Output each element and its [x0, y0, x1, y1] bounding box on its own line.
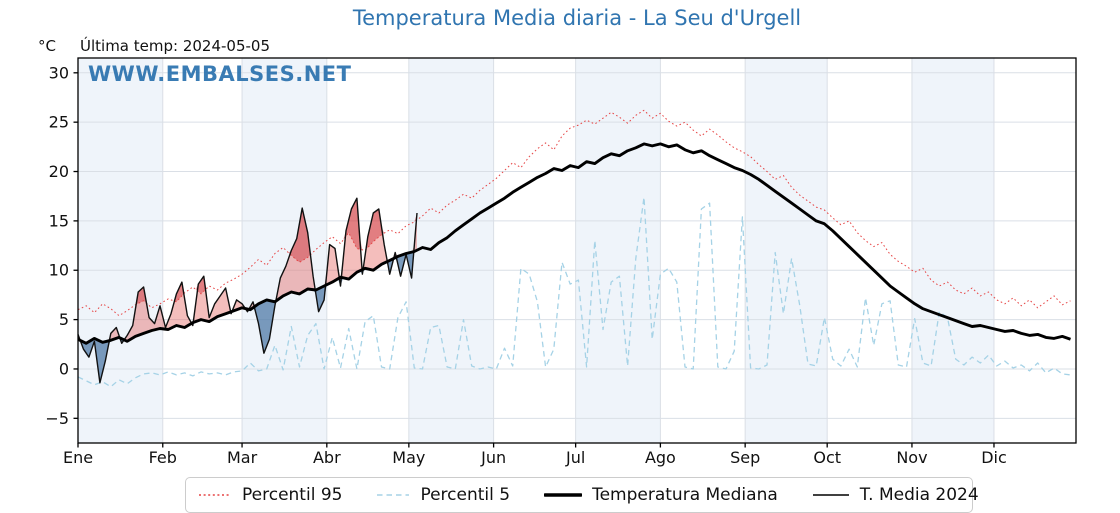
x-tick-label: Nov	[896, 448, 927, 467]
percentil-95-line	[77, 109, 1071, 317]
x-tick-label: Ene	[63, 448, 93, 467]
legend-item-temperatura-mediana: Temperatura Mediana	[544, 485, 778, 505]
mediana-line-icon	[544, 493, 583, 497]
legend-label: T. Media 2024	[859, 485, 979, 505]
temperatura-mediana-line	[77, 142, 1071, 345]
plot-area: −5 0 5 10 15 20 25 30 Ene Feb Mar Abr May Jun Jul Ago Se…	[45, 57, 1077, 467]
legend-item-percentil-95: Percentil 95	[198, 485, 342, 505]
y-tick-label: 15	[49, 211, 69, 230]
x-tick-label: Ago	[645, 448, 676, 467]
y-tick-label: 25	[49, 113, 69, 132]
x-tick-label: Feb	[149, 448, 177, 467]
x-tick-label: Jul	[565, 448, 585, 467]
y-tick-label: 20	[49, 162, 69, 181]
y-axis-unit-label: °C	[38, 37, 56, 55]
last-temp-subtitle: Última temp: 2024-05-05	[80, 37, 271, 55]
legend-item-t-media-2024: T. Media 2024	[812, 485, 979, 505]
x-tick-label: Abr	[313, 448, 341, 467]
t-media-2024-line	[77, 197, 418, 384]
month-band	[242, 58, 327, 443]
y-tick-label: −5	[45, 409, 69, 428]
percentil-95-line-icon	[199, 494, 231, 496]
percentil-5-line-icon	[377, 494, 410, 496]
x-tick-label: Mar	[227, 448, 258, 467]
legend-item-percentil-5: Percentil 5	[376, 485, 510, 505]
y-tick-label: 30	[49, 63, 69, 82]
month-band	[911, 58, 994, 443]
x-tick-label: Dic	[981, 448, 1007, 467]
month-band	[745, 58, 828, 443]
legend: Percentil 95 Percentil 5 Temperatura Med…	[185, 477, 979, 513]
legend-label: Temperatura Mediana	[592, 485, 778, 505]
legend-label: Percentil 5	[420, 485, 511, 505]
x-tick-label: Sep	[730, 448, 760, 467]
t-media-2024-line-icon	[812, 494, 849, 496]
legend-label: Percentil 95	[242, 485, 343, 505]
fill-above-mediana	[78, 198, 417, 344]
y-tick-label: 0	[59, 359, 69, 378]
watermark: WWW.EMBALSES.NET	[88, 62, 352, 86]
month-band	[408, 58, 494, 443]
y-tick-label: 10	[49, 261, 69, 280]
month-band	[78, 58, 163, 443]
plot-frame	[77, 57, 1077, 444]
y-tick-label: 5	[59, 310, 69, 329]
x-tick-label: Jun	[480, 448, 506, 467]
x-tick-label: May	[392, 448, 425, 467]
chart-title: Temperatura Media diaria - La Seu d'Urge…	[352, 6, 802, 30]
x-tick-label: Oct	[813, 448, 841, 467]
